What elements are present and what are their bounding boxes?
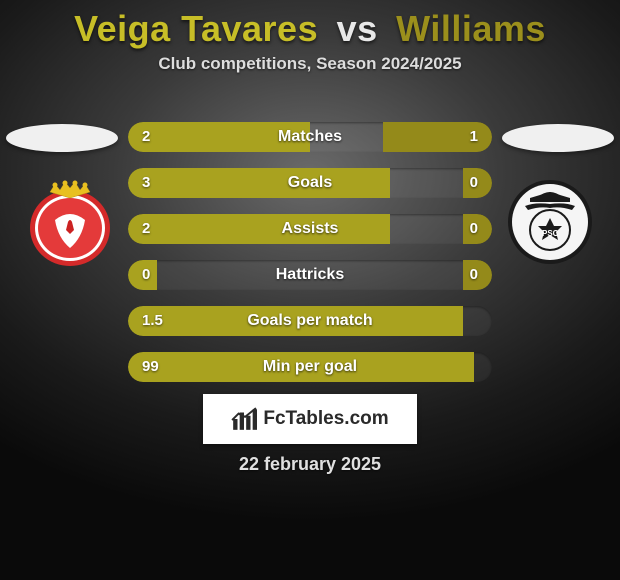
svg-text:PSC: PSC [542,229,559,238]
stat-value-left: 3 [142,168,150,198]
stat-value-left: 2 [142,214,150,244]
stat-row: 99Min per goal [128,352,492,382]
title-player1: Veiga Tavares [74,8,318,49]
bar-track [128,352,492,382]
bar-track [128,122,492,152]
stat-value-right: 1 [470,122,478,152]
stats-bars: 21Matches30Goals20Assists00Hattricks1.5G… [128,122,492,398]
stat-row: 20Assists [128,214,492,244]
brand-logo-icon [231,406,257,432]
stat-value-left: 2 [142,122,150,152]
bar-track [128,306,492,336]
bar-left-fill [128,122,310,152]
stat-row: 00Hattricks [128,260,492,290]
infographic-root: Veiga Tavares vs Williams Club competiti… [0,0,620,580]
bar-left-fill [128,214,390,244]
page-title: Veiga Tavares vs Williams [0,8,620,50]
stat-row: 1.5Goals per match [128,306,492,336]
bar-track [128,260,492,290]
stat-value-right: 0 [470,260,478,290]
title-player2: Williams [396,8,546,49]
bar-left-fill [128,352,474,382]
title-vs: vs [329,8,386,49]
club-crest-left [20,178,120,266]
bar-track [128,214,492,244]
subtitle: Club competitions, Season 2024/2025 [0,54,620,74]
brand-text: FcTables.com [263,408,388,430]
date-text: 22 february 2025 [0,454,620,475]
stat-value-left: 99 [142,352,159,382]
club-crest-right: PSC [500,178,600,266]
bar-left-fill [128,168,390,198]
player2-avatar-placeholder [502,124,614,152]
player1-avatar-placeholder [6,124,118,152]
stat-value-left: 0 [142,260,150,290]
stat-row: 30Goals [128,168,492,198]
stat-row: 21Matches [128,122,492,152]
stat-value-left: 1.5 [142,306,163,336]
stat-value-right: 0 [470,168,478,198]
bar-left-fill [128,306,463,336]
bar-track [128,168,492,198]
brand-badge: FcTables.com [203,394,417,444]
stat-value-right: 0 [470,214,478,244]
